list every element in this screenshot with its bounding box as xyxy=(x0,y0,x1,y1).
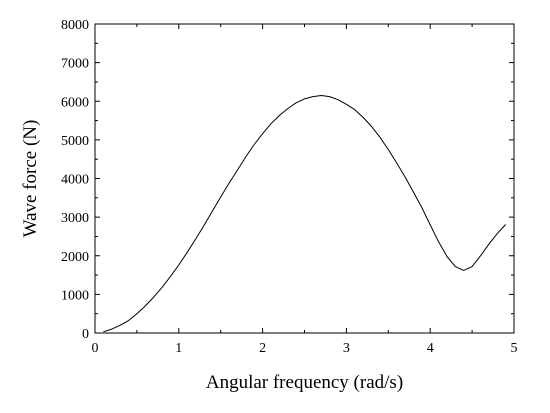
x-tick-label: 3 xyxy=(343,341,350,356)
series-line xyxy=(103,95,506,333)
plot-frame xyxy=(94,23,515,334)
x-axis: 0 1 2 3 4 5 xyxy=(92,24,518,356)
y-tick-label: 7000 xyxy=(61,57,89,72)
x-tick-label: 0 xyxy=(92,341,99,356)
x-tick-label: 2 xyxy=(259,341,266,356)
y-tick-label: 5000 xyxy=(61,134,89,149)
x-tick-label: 5 xyxy=(511,341,518,356)
y-tick-label: 4000 xyxy=(61,173,89,188)
y-tick-label: 6000 xyxy=(61,95,89,110)
y-tick-label: 0 xyxy=(82,327,89,342)
x-tick-label: 1 xyxy=(175,341,182,356)
y-axis-title: Wave force (N) xyxy=(20,120,41,238)
y-axis: 0 1000 2000 3000 4000 5000 6000 7000 8000 xyxy=(61,18,514,342)
y-tick-label: 1000 xyxy=(61,288,89,303)
plot-area xyxy=(103,95,506,333)
y-tick-label: 2000 xyxy=(61,250,89,265)
x-axis-title: Angular frequency (rad/s) xyxy=(206,372,403,393)
y-tick-label: 8000 xyxy=(61,18,89,33)
x-tick-label: 4 xyxy=(427,341,434,356)
y-tick-label: 3000 xyxy=(61,211,89,226)
